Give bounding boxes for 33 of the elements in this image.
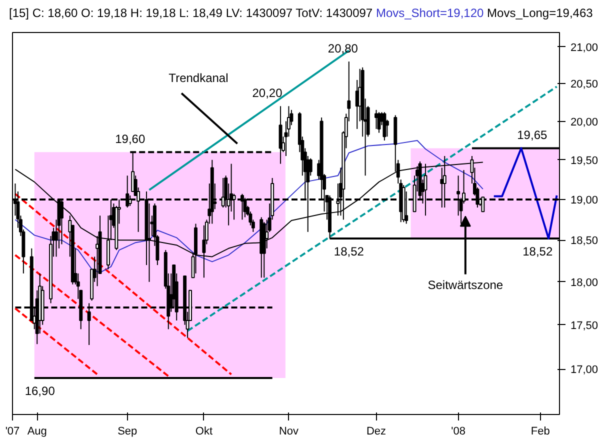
y-tick-label: 18,00 [570, 276, 598, 289]
annotation: 20,80 [328, 42, 358, 56]
annotation: Seitwärtszone [428, 278, 504, 292]
annotation: 19,65 [517, 128, 548, 142]
text: Movs_Short=19,120 [376, 6, 484, 20]
annotation: 18,52 [334, 244, 364, 258]
annotation: 19,60 [115, 132, 146, 146]
x-tick-label: Nov [278, 426, 300, 438]
chart-title: [15] C: 18,60 O: 19,18 H: 19,18 L: 18,49 LV: 1430097 TotV: 1430097 [9, 6, 373, 20]
candlestick [278, 106, 282, 164]
y-tick-label: 21,00 [570, 42, 598, 54]
y-tick-label: 20,00 [570, 116, 598, 128]
y-tick-label: 17,00 [570, 364, 598, 376]
x-tick-label: Okt [195, 426, 213, 438]
annotation: 16,90 [24, 384, 56, 398]
text: Movs_Long=19,463 [487, 6, 593, 20]
annotation: 20,20 [252, 86, 283, 100]
y-tick-label: 18,50 [570, 235, 598, 248]
y-tick-label: 19,50 [570, 154, 598, 167]
candlestick [374, 109, 378, 130]
x-tick-label: Dez [366, 426, 386, 438]
annotation: 18,52 [522, 244, 553, 258]
x-tick-label: Aug [27, 426, 47, 438]
x-tick-label: Sep [118, 426, 138, 438]
candlestick [382, 112, 386, 141]
y-tick-label: 19,00 [570, 194, 598, 206]
x-tick-label: Feb [530, 426, 550, 438]
x-tick-label: '07 [5, 426, 20, 438]
line-series [492, 147, 558, 240]
y-tick-label: 17,50 [570, 320, 598, 332]
x-tick-label: '08 [451, 426, 466, 438]
annotation: Trendkanal [168, 70, 228, 85]
y-tick-label: 20,50 [570, 78, 598, 91]
